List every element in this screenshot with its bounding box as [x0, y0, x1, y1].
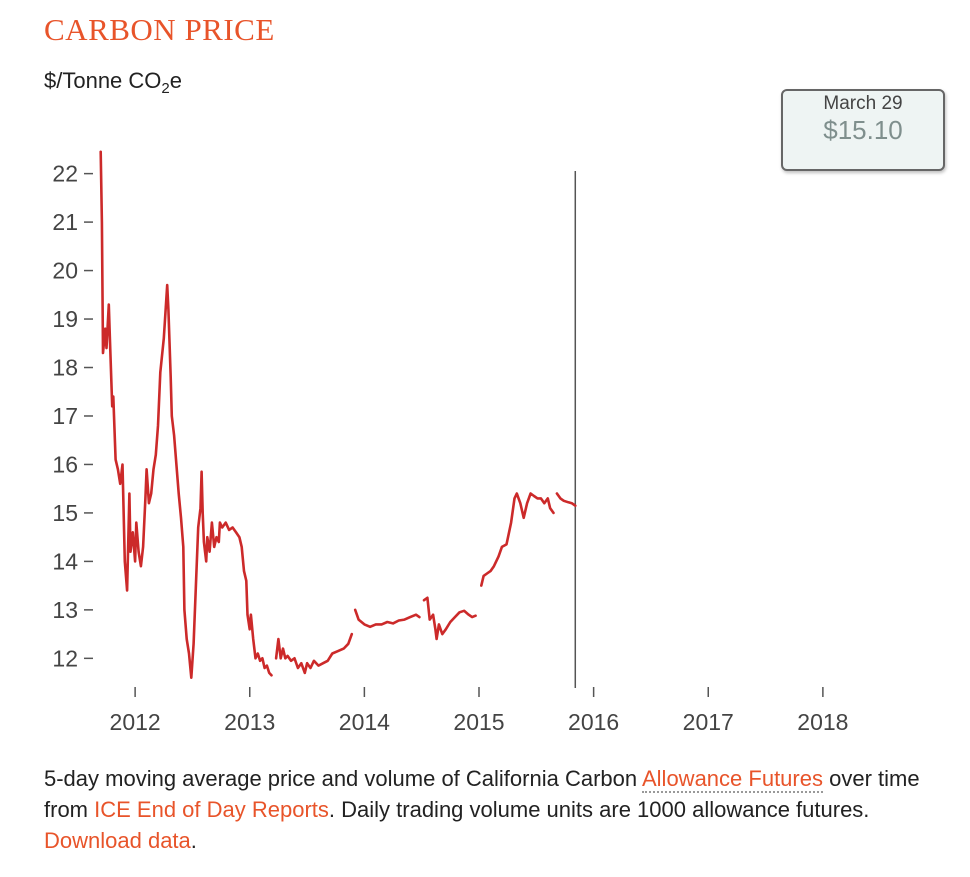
x-tick-label: 2012 [110, 709, 161, 735]
price-chart: 12 13 14 15 16 17 18 19 20 21 22 2012 2013 2014 2015 20… [52, 150, 848, 735]
tooltip-date: March 29 [823, 93, 903, 114]
price-tooltip: March 29 $15.10 [781, 89, 945, 171]
tooltip-value: $15.10 [823, 115, 903, 145]
y-tick-label: 12 [52, 645, 78, 671]
download-data-link[interactable]: Download data [44, 828, 191, 853]
x-tick-label: 2013 [224, 709, 275, 735]
x-tick-label: 2017 [683, 709, 734, 735]
ice-reports-link[interactable]: ICE End of Day Reports [94, 797, 329, 822]
x-tick-label: 2015 [453, 709, 504, 735]
price-line-segment [422, 596, 477, 641]
y-tick-label: 18 [52, 355, 78, 381]
price-line-segment [480, 492, 555, 587]
chart-caption: 5-day moving average price and volume of… [44, 766, 920, 853]
price-line-segment [555, 492, 577, 507]
price-line-segment [274, 632, 354, 675]
y-tick-label: 16 [52, 451, 78, 477]
x-tick-label: 2016 [568, 709, 619, 735]
y-axis-unit-label: $/Tonne CO2e [44, 68, 182, 97]
x-tick-label: 2014 [339, 709, 390, 735]
y-tick-label: 20 [52, 258, 78, 284]
y-tick-label: 15 [52, 500, 78, 526]
y-tick-label: 21 [52, 209, 78, 235]
x-tick-label: 2018 [797, 709, 848, 735]
y-tick-label: 13 [52, 597, 78, 623]
y-tick-label: 22 [52, 161, 78, 187]
y-tick-label: 19 [52, 306, 78, 332]
price-line-segment [99, 150, 273, 679]
allowance-futures-link[interactable]: Allowance Futures [642, 766, 823, 793]
y-tick-label: 14 [52, 548, 78, 574]
price-line-segment [353, 608, 421, 629]
y-tick-label: 17 [52, 403, 78, 429]
chart-title: CARBON PRICE [44, 12, 275, 47]
